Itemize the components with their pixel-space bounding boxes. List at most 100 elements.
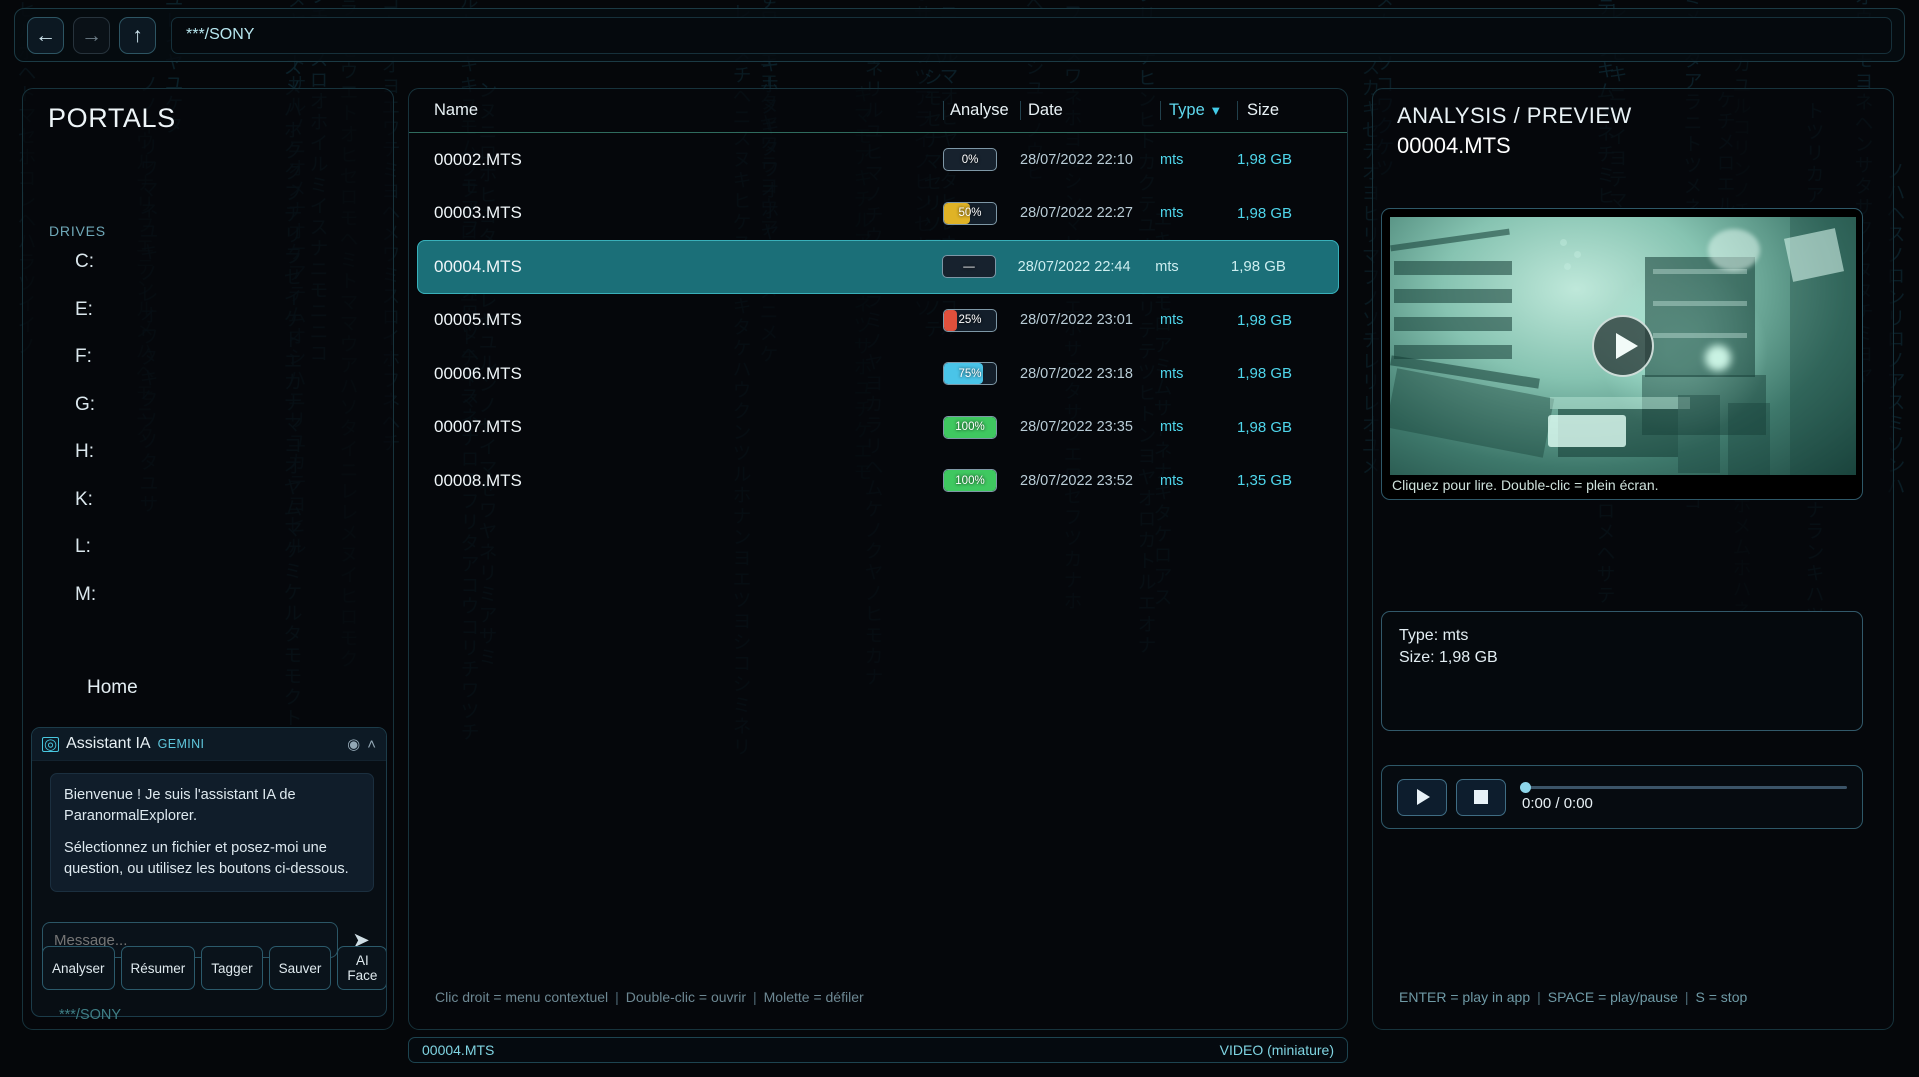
cell-type: mts [1160, 312, 1184, 329]
progress-fill [944, 416, 996, 438]
file-table-header: Name Analyse Date Type ▼ Size [409, 89, 1347, 133]
file-browser-panel: Name Analyse Date Type ▼ Size 00002.MTS 0… [408, 88, 1348, 1030]
analysis-progress-bar[interactable]: — [942, 255, 997, 279]
sidebar-item-drive-m[interactable]: M: [75, 583, 97, 605]
cell-type: mts [1160, 419, 1184, 436]
cell-file-name: 00002.MTS [434, 149, 522, 169]
back-button[interactable]: ← [27, 16, 64, 54]
analysis-progress-bar[interactable]: 100% [943, 415, 997, 439]
player-play-button[interactable] [1397, 778, 1447, 816]
cell-file-name: 00008.MTS [434, 470, 522, 490]
quick-action-résumer[interactable]: Résumer [120, 946, 196, 990]
stop-icon [1474, 790, 1488, 804]
cell-type: mts [1160, 205, 1184, 222]
sidebar-item-drive-h[interactable]: H: [75, 441, 94, 462]
table-row[interactable]: 00007.MTS 100% 28/07/2022 23:35 mts 1,98 GB [409, 401, 1347, 455]
seek-slider[interactable] [1520, 782, 1847, 793]
up-button[interactable]: ↑ [119, 16, 156, 54]
player-hint: SPACE = play/pause [1547, 989, 1678, 1005]
video-thumbnail[interactable] [1390, 217, 1856, 475]
progress-label: 75% [958, 367, 982, 380]
file-browser-hint: Double-clic = ouvrir [625, 989, 746, 1005]
chevron-up-icon[interactable]: ˄ [367, 735, 376, 753]
progress-fill [944, 363, 983, 385]
cell-type: mts [1160, 472, 1184, 489]
progress-fill [944, 309, 957, 331]
file-browser-hint: Clic droit = menu contextuel [435, 989, 609, 1005]
file-browser-hints: Clic droit = menu contextuel | Double-clic… [435, 989, 864, 1005]
analysis-progress-bar[interactable]: 100% [943, 469, 997, 493]
column-header-type[interactable]: Type ▼ [1160, 101, 1237, 120]
progress-label: 100% [955, 474, 985, 487]
video-preview-box[interactable]: Cliquez pour lire. Double-clic = plein é… [1381, 208, 1863, 500]
play-overlay-button[interactable] [1592, 315, 1654, 377]
cell-size: 1,98 GB [1237, 311, 1293, 329]
send-icon: ➤ [352, 928, 370, 952]
sidebar-item-drive-k[interactable]: K: [75, 488, 93, 510]
status-selected-file: 00004.MTS [422, 1042, 495, 1058]
cell-type: mts [1155, 258, 1179, 275]
table-row[interactable]: 00005.MTS 25% 28/07/2022 23:01 mts 1,98 GB [409, 294, 1347, 348]
eye-icon[interactable]: ◉ [347, 735, 361, 753]
analysis-progress-bar[interactable]: 0% [943, 148, 997, 172]
assistant-logo-icon: ◎ [42, 735, 60, 753]
forward-button[interactable]: → [73, 16, 110, 54]
progress-label: — [963, 260, 975, 273]
cell-date: 28/07/2022 23:01 [1020, 312, 1133, 329]
column-header-size[interactable]: Size [1237, 101, 1347, 120]
sort-descending-icon: ▼ [1209, 103, 1223, 118]
cell-size: 1,98 GB [1237, 365, 1293, 383]
analysis-progress-bar[interactable]: 25% [943, 308, 997, 332]
path-input[interactable] [171, 16, 1892, 54]
column-header-analyse[interactable]: Analyse [943, 101, 1020, 120]
send-button[interactable]: ➤ [344, 922, 378, 958]
progress-label: 100% [955, 421, 985, 434]
sidebar-item-drive-e[interactable]: E: [75, 298, 93, 320]
column-header-name[interactable]: Name [434, 101, 479, 119]
analysis-progress-bar[interactable]: 75% [943, 362, 997, 386]
table-row[interactable]: 00008.MTS 100% 28/07/2022 23:52 mts 1,35 GB [409, 454, 1347, 508]
drives-section-label: DRIVES [49, 223, 106, 239]
quick-action-analyser[interactable]: Analyser [42, 946, 115, 990]
analysis-preview-panel: ANALYSIS / PREVIEW 00004.MTS [1372, 88, 1894, 1030]
progress-label: 50% [958, 207, 982, 220]
assistant-message-list: Bienvenue ! Je suis l'assistant IA de Pa… [32, 761, 386, 892]
cell-analyse: 100% [943, 469, 1020, 493]
sidebar-item-drive-c[interactable]: C: [75, 251, 94, 272]
ai-assistant-panel: ◎ Assistant IA GEMINI ◉ ˄ Bienvenue ! Je… [31, 727, 387, 1017]
quick-action-sauver[interactable]: Sauver [268, 946, 332, 990]
cell-size: 1,98 GB [1237, 151, 1293, 169]
table-row[interactable]: 00003.MTS 50% 28/07/2022 22:27 mts 1,98 GB [409, 187, 1347, 241]
sidebar-item-home[interactable]: Home [87, 677, 138, 698]
analysis-progress-bar[interactable]: 50% [943, 201, 997, 225]
sidebar-item-drive-g[interactable]: G: [75, 393, 96, 415]
player-hints: ENTER = play in app | SPACE = play/pause | S… [1399, 989, 1747, 1005]
file-info-box: Type: mts Size: 1,98 GB [1381, 611, 1863, 731]
cell-date: 28/07/2022 23:52 [1020, 472, 1133, 489]
arrow-left-icon: ← [35, 23, 56, 47]
column-header-date[interactable]: Date [1020, 101, 1160, 120]
assistant-message-line: Sélectionnez un fichier et posez-moi une… [64, 840, 349, 878]
hint-separator: | [1684, 989, 1689, 1005]
seek-thumb[interactable] [1520, 782, 1531, 793]
page-title: PORTALS [48, 103, 176, 133]
sidebar-item-drive-l[interactable]: L: [75, 536, 91, 557]
cell-analyse: 100% [943, 415, 1020, 439]
cell-file-name: 00007.MTS [434, 417, 522, 437]
play-icon [1417, 789, 1430, 805]
assistant-title: Assistant IA [66, 735, 151, 752]
cell-size: 1,98 GB [1237, 418, 1293, 436]
player-time-label: 0:00 / 0:00 [1522, 795, 1593, 812]
cell-date: 28/07/2022 22:44 [1017, 258, 1131, 275]
progress-label: 25% [958, 314, 982, 327]
table-row[interactable]: 00004.MTS — 28/07/2022 22:44 mts 1,98 GB [417, 240, 1339, 294]
cell-analyse: 0% [943, 148, 1020, 172]
file-browser-status-bar: 00004.MTS VIDEO (miniature) [408, 1037, 1348, 1063]
quick-action-ai-face[interactable]: AI Face [337, 946, 386, 990]
table-row[interactable]: 00002.MTS 0% 28/07/2022 22:10 mts 1,98 GB [409, 133, 1347, 187]
table-row[interactable]: 00006.MTS 75% 28/07/2022 23:18 mts 1,98 GB [409, 347, 1347, 401]
sidebar-item-drive-f[interactable]: F: [75, 346, 92, 367]
quick-action-tagger[interactable]: Tagger [201, 946, 263, 990]
player-stop-button[interactable] [1456, 778, 1506, 816]
arrow-right-icon: → [81, 23, 102, 47]
